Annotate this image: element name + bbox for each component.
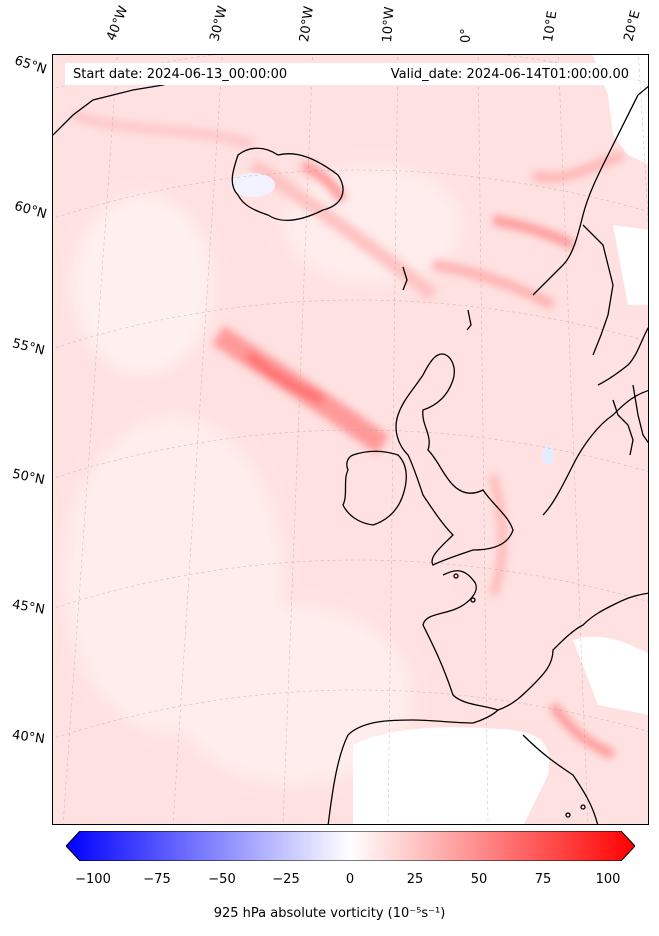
lat-label-40n: 40°N [11, 727, 46, 748]
lat-label-60n: 60°N [12, 198, 49, 223]
colorbar-label: 925 hPa absolute vorticity (10⁻⁵s⁻¹) [213, 906, 446, 921]
colorbar-tick: −50 [208, 872, 236, 887]
lon-label-20e: 20°E [621, 9, 644, 43]
lat-label-65n: 65°N [12, 53, 49, 78]
lat-label-45n: 45°N [10, 597, 46, 618]
colorbar-tick: 25 [406, 872, 424, 887]
lon-label-0: 0° [459, 28, 474, 43]
coastlines [53, 64, 648, 824]
lon-label-30w: 30°W [207, 4, 231, 44]
header-strip [65, 63, 633, 85]
lon-label-10e: 10°E [541, 9, 561, 43]
lon-label-20w: 20°W [297, 5, 317, 43]
colorbar-tick: −25 [272, 872, 300, 887]
colorbar-tick: −100 [75, 872, 111, 887]
lat-label-55n: 55°N [10, 336, 47, 359]
lon-label-40w: 40°W [104, 4, 132, 43]
valid-date-label: Valid_date: 2024-06-14T01:00:00.00 [390, 67, 629, 82]
colorbar-tick: 100 [595, 872, 621, 887]
start-date-label: Start date: 2024-06-13_00:00:00 [73, 67, 288, 82]
colorbar-tick: 0 [345, 872, 355, 887]
colorbar-tick: 75 [534, 872, 552, 887]
lon-label-10w: 10°W [380, 6, 398, 43]
lat-label-50n: 50°N [10, 466, 46, 489]
map-panel [52, 54, 649, 825]
colorbar-tick: 50 [470, 872, 488, 887]
colorbar-tick: −75 [143, 872, 171, 887]
vorticity-field [53, 55, 648, 824]
colorbar [66, 831, 635, 861]
